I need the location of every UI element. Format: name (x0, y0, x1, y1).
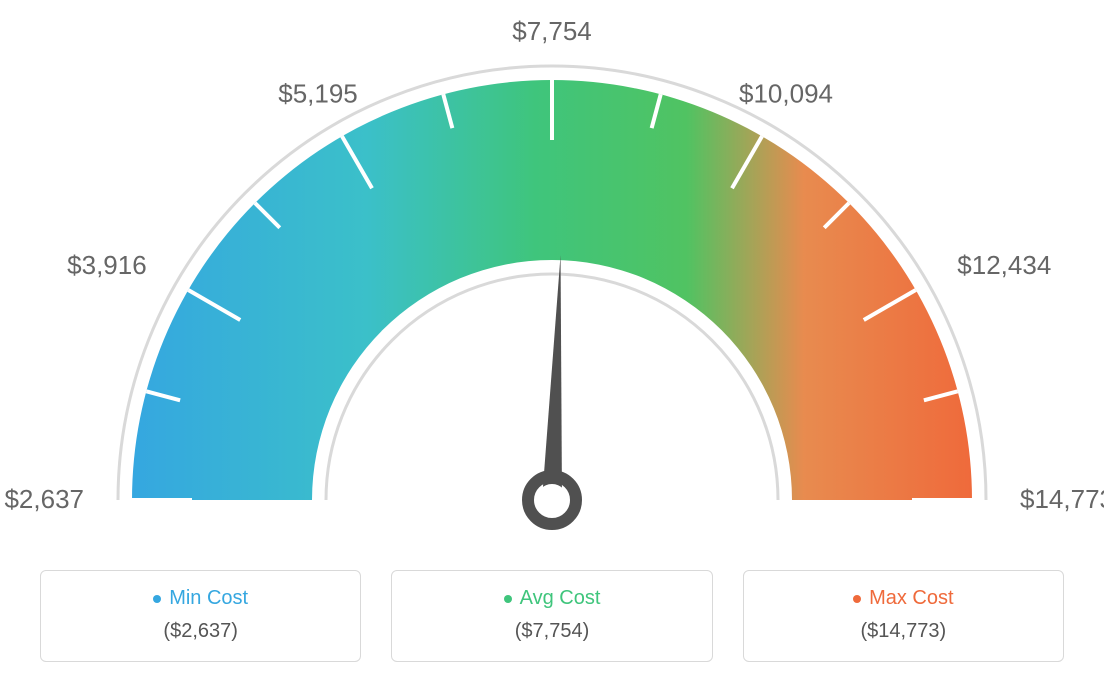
gauge-tick-label: $14,773 (1020, 484, 1104, 514)
legend-value-max: ($14,773) (764, 620, 1043, 643)
legend-value-avg: ($7,754) (412, 620, 691, 643)
legend-card-min: Min Cost ($2,637) (40, 570, 361, 662)
legend-title-avg: Avg Cost (504, 587, 601, 610)
legend-value-min: ($2,637) (61, 620, 340, 643)
legend-card-max: Max Cost ($14,773) (743, 570, 1064, 662)
legend-card-avg: Avg Cost ($7,754) (391, 570, 712, 662)
gauge-tick-label: $12,434 (957, 250, 1051, 280)
gauge-svg: $2,637 $3,916 $5,195 $7,754 $10,094 $12,434 $1… (0, 0, 1104, 540)
gauge-tick-label: $3,916 (67, 250, 147, 280)
legend-title-min: Min Cost (153, 587, 248, 610)
legend-title-max: Max Cost (853, 587, 953, 610)
legend-label: Min Cost (169, 587, 248, 610)
gauge-tick-label: $5,195 (278, 79, 358, 109)
legend-label: Max Cost (869, 587, 953, 610)
gauge-tick-label: $2,637 (4, 484, 84, 514)
gauge-tick-label: $7,754 (512, 16, 592, 46)
dot-icon (504, 595, 512, 603)
dot-icon (853, 595, 861, 603)
gauge-tick-label: $10,094 (739, 79, 833, 109)
legend-row: Min Cost ($2,637) Avg Cost ($7,754) Max … (0, 570, 1104, 662)
legend-label: Avg Cost (520, 587, 601, 610)
gauge-chart: $2,637 $3,916 $5,195 $7,754 $10,094 $12,434 $1… (0, 0, 1104, 540)
dot-icon (153, 595, 161, 603)
